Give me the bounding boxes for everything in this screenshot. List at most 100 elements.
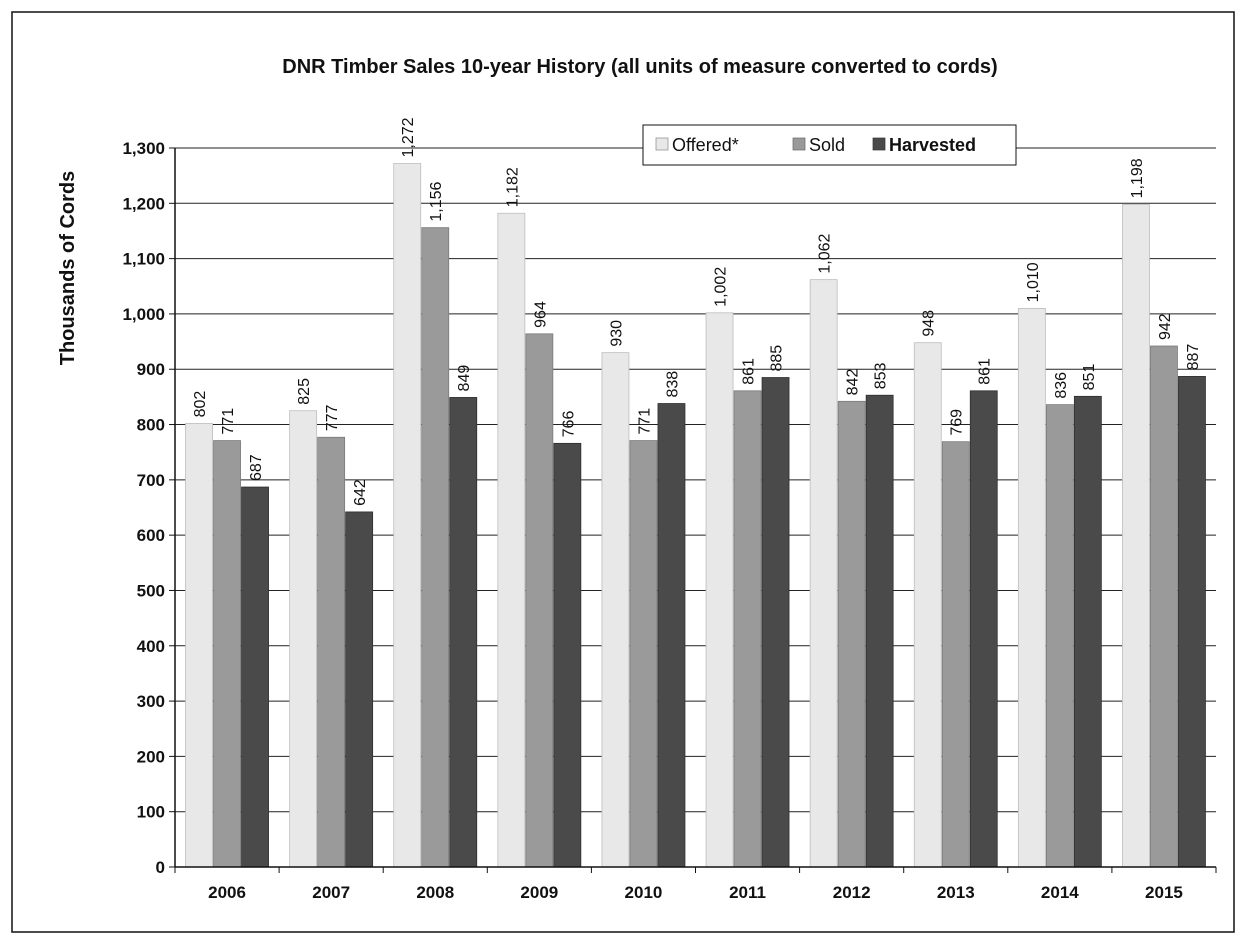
data-label-offered: 1,182 (504, 167, 521, 207)
y-tick-label: 1,200 (122, 194, 165, 213)
y-tick-label: 0 (156, 858, 165, 877)
bar-harvested (969, 390, 998, 868)
y-tick-label: 1,100 (122, 250, 165, 269)
y-tick-label: 1,300 (122, 139, 165, 158)
data-label-sold: 964 (532, 301, 549, 328)
data-label-harvested: 838 (664, 371, 681, 398)
data-label-sold: 771 (636, 408, 653, 435)
y-tick-label: 700 (137, 471, 165, 490)
data-label-harvested: 687 (248, 454, 265, 481)
data-label-sold: 1,156 (428, 182, 445, 222)
bar-harvested (657, 403, 686, 868)
bar-offered (809, 279, 838, 868)
data-label-sold: 842 (845, 369, 862, 396)
bar-sold (525, 333, 554, 868)
legend-label-sold: Sold (809, 135, 845, 155)
bar-sold (317, 436, 346, 868)
x-tick-label: 2012 (833, 883, 871, 902)
chart-title: DNR Timber Sales 10-year History (all un… (282, 56, 997, 78)
data-label-offered: 1,272 (400, 117, 417, 157)
bar-offered (393, 163, 422, 868)
legend-swatch-sold (792, 137, 806, 151)
y-tick-label: 600 (137, 526, 165, 545)
data-label-harvested: 861 (977, 358, 994, 385)
data-label-harvested: 851 (1081, 364, 1098, 391)
y-tick-label: 300 (137, 692, 165, 711)
bar-offered (1017, 307, 1046, 868)
data-label-harvested: 885 (769, 345, 786, 372)
data-label-offered: 1,198 (1129, 158, 1146, 198)
bar-harvested (761, 377, 790, 868)
x-tick-label: 2011 (729, 883, 766, 902)
bar-sold (1150, 345, 1178, 868)
data-label-harvested: 853 (873, 362, 890, 389)
bar-sold (421, 227, 450, 868)
bar-harvested (345, 511, 374, 868)
data-label-offered: 1,062 (817, 233, 834, 273)
bar-sold (733, 390, 762, 868)
y-tick-label: 900 (137, 360, 165, 379)
bar-sold (837, 400, 866, 868)
data-label-offered: 802 (192, 391, 209, 418)
bar-offered (185, 423, 213, 868)
data-label-sold: 769 (949, 409, 966, 436)
bar-harvested (553, 442, 582, 868)
legend-swatch-harvested (872, 137, 886, 151)
x-tick-label: 2010 (625, 883, 663, 902)
bar-offered (601, 352, 630, 868)
bars (185, 163, 1206, 868)
legend-label-offered: Offered* (672, 135, 739, 155)
bar-harvested (449, 397, 478, 868)
bar-sold (941, 441, 970, 868)
data-label-sold: 861 (741, 358, 758, 385)
y-tick-label: 400 (137, 637, 165, 656)
legend-swatch-offered (655, 137, 669, 151)
tick-labels: 0 100 200 300 400 500 600 700 800 900 1,000 1,100 1,… (122, 139, 1182, 902)
y-tick-label: 200 (137, 747, 165, 766)
bar-harvested (1178, 376, 1206, 868)
bar-sold (213, 440, 241, 868)
data-label-harvested: 642 (352, 479, 369, 506)
data-label-sold: 836 (1053, 372, 1070, 399)
x-tick-label: 2015 (1145, 883, 1183, 902)
data-label-harvested: 849 (456, 365, 473, 392)
y-tick-label: 100 (137, 803, 165, 822)
data-label-sold: 942 (1157, 313, 1174, 340)
bar-offered (289, 410, 318, 868)
data-label-offered: 948 (921, 310, 938, 337)
data-label-offered: 930 (608, 320, 625, 347)
x-tick-label: 2007 (312, 883, 350, 902)
data-labels: 802 771 687 825 777 642 1,272 1,156 849 1,182 964 7… (192, 117, 1202, 506)
y-tick-label: 1,000 (122, 305, 165, 324)
bar-harvested (865, 394, 894, 868)
legend-box (642, 124, 1017, 166)
bar-sold (1045, 404, 1074, 868)
x-tick-label: 2014 (1041, 883, 1079, 902)
x-tick-label: 2006 (208, 883, 246, 902)
data-label-offered: 1,010 (1025, 262, 1042, 302)
x-tick-label: 2009 (520, 883, 558, 902)
data-label-harvested: 766 (560, 411, 577, 438)
bar-offered (497, 212, 526, 868)
data-label-sold: 777 (324, 404, 341, 431)
data-label-offered: 1,002 (713, 267, 730, 307)
legend-label-harvested: Harvested (889, 135, 976, 155)
bar-sold (629, 440, 658, 868)
bar-harvested (241, 486, 269, 868)
legend: Offered* Sold Harvested (642, 124, 1017, 166)
data-label-offered: 825 (296, 378, 313, 405)
bar-offered (705, 312, 734, 868)
data-label-harvested: 887 (1185, 344, 1202, 371)
axes (169, 147, 1217, 873)
y-tick-label: 500 (137, 581, 165, 600)
bar-harvested (1073, 395, 1102, 868)
data-label-sold: 771 (220, 408, 237, 435)
x-tick-label: 2013 (937, 883, 975, 902)
bar-offered (1122, 204, 1150, 868)
y-axis-label: Thousands of Cords (57, 171, 79, 365)
y-tick-label: 800 (137, 416, 165, 435)
x-tick-label: 2008 (416, 883, 454, 902)
bar-offered (913, 342, 942, 868)
